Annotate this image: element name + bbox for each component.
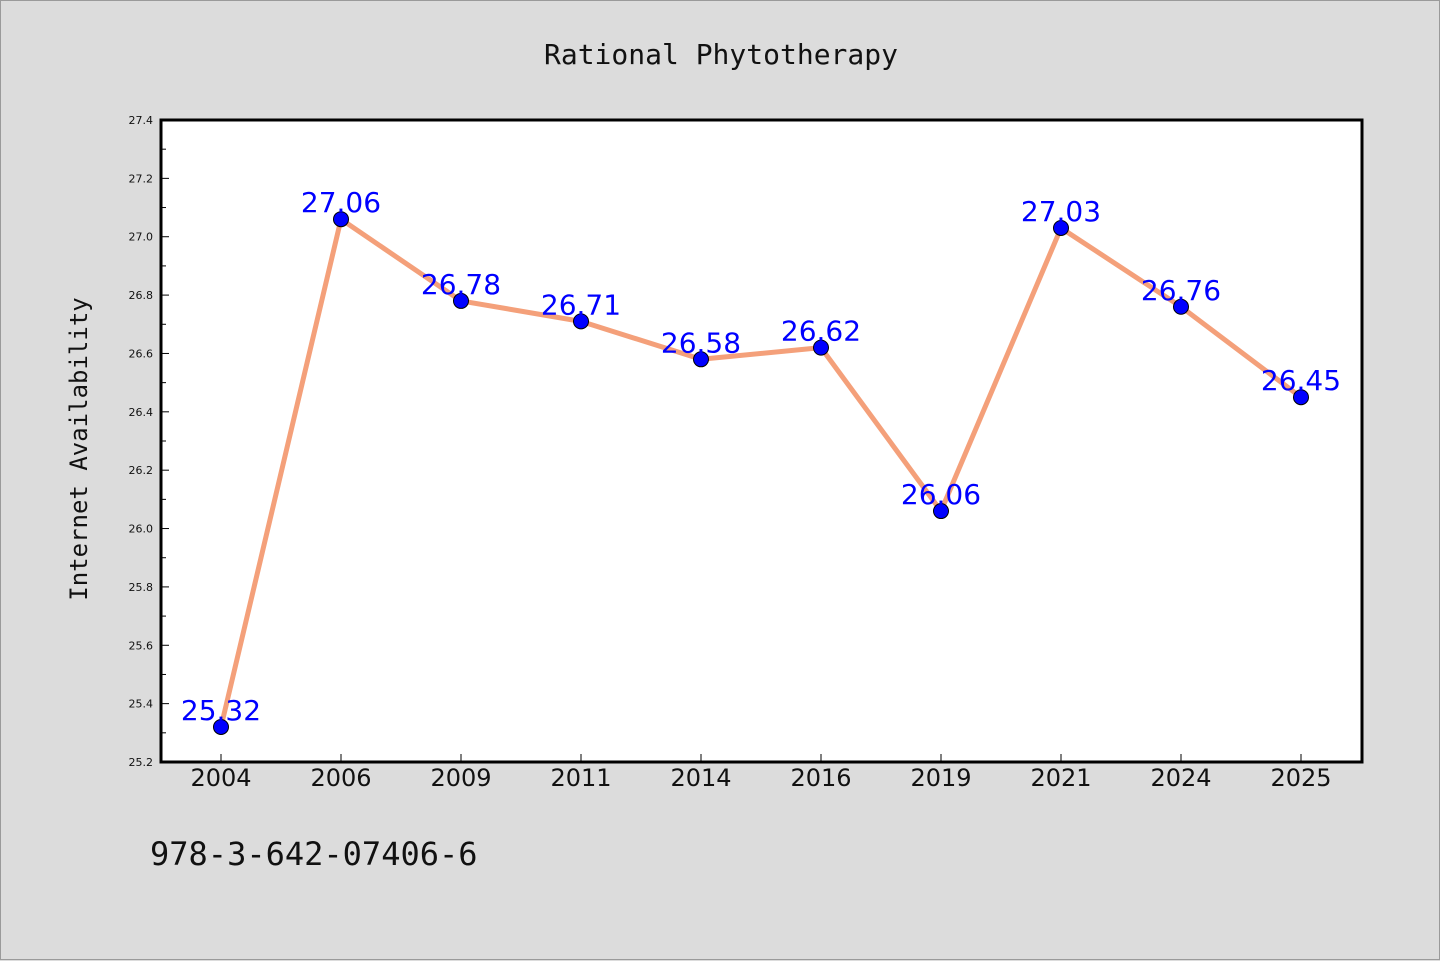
data-label: 26.45 bbox=[1261, 364, 1341, 397]
data-point bbox=[933, 503, 949, 520]
data-label: 27.06 bbox=[301, 186, 381, 219]
marker-group bbox=[213, 211, 1309, 735]
y-tick-label: 27.0 bbox=[129, 231, 154, 244]
footnote-isbn: 978-3-642-07406-6 bbox=[150, 835, 478, 873]
y-tick-label: 25.8 bbox=[129, 581, 154, 594]
data-label: 27.03 bbox=[1021, 195, 1101, 228]
data-label: 26.78 bbox=[421, 268, 501, 301]
data-point bbox=[1293, 389, 1309, 406]
x-tick-label: 2009 bbox=[430, 764, 491, 792]
data-point bbox=[213, 718, 229, 735]
y-tick-label: 26.0 bbox=[129, 523, 154, 536]
y-tick-label: 26.4 bbox=[129, 406, 154, 419]
data-point bbox=[1173, 298, 1189, 315]
x-tick-label: 2011 bbox=[550, 764, 611, 792]
data-point bbox=[573, 313, 589, 330]
plot-area bbox=[159, 118, 1364, 764]
x-tick-label: 2025 bbox=[1270, 764, 1331, 792]
x-tick-label: 2014 bbox=[670, 764, 731, 792]
x-tick-label: 2019 bbox=[910, 764, 971, 792]
data-label: 25.32 bbox=[181, 694, 261, 727]
data-label: 26.62 bbox=[781, 315, 861, 348]
y-tick-label: 25.4 bbox=[129, 698, 154, 711]
x-tick-label: 2024 bbox=[1150, 764, 1211, 792]
series-line-group bbox=[218, 216, 1304, 730]
x-axis: 2004 2006 2009 2011 2014 2016 2019 2021 2024 2025 bbox=[190, 754, 1332, 792]
x-tick-label: 2021 bbox=[1030, 764, 1091, 792]
y-tick-label: 26.6 bbox=[129, 347, 154, 360]
data-label-group: 25.32 27.06 26.78 26.71 26.58 26.62 26.06 27.03… bbox=[181, 186, 1341, 727]
x-tick-label: 2016 bbox=[790, 764, 851, 792]
data-point bbox=[1053, 219, 1069, 236]
chart-title: Rational Phytotherapy bbox=[544, 38, 898, 71]
y-tick-label: 27.2 bbox=[129, 172, 154, 185]
y-tick-label: 25.6 bbox=[129, 639, 154, 652]
series-line bbox=[218, 216, 1304, 730]
y-tick-label: 26.2 bbox=[129, 464, 154, 477]
y-tick-label: 25.2 bbox=[129, 756, 154, 769]
x-tick-label: 2004 bbox=[190, 764, 251, 792]
y-axis-label: Internet Availability bbox=[65, 297, 93, 600]
data-point bbox=[453, 292, 469, 309]
y-tick-label: 27.4 bbox=[129, 114, 154, 127]
y-axis: 25.2 25.4 25.6 25.8 26.0 26.2 26.4 26.6 26.8 27.0… bbox=[129, 114, 169, 769]
x-tick-label: 2006 bbox=[310, 764, 371, 792]
data-point bbox=[693, 351, 709, 368]
data-point bbox=[333, 211, 349, 228]
data-label: 26.58 bbox=[661, 326, 741, 359]
y-tick-label: 26.8 bbox=[129, 289, 154, 302]
data-label: 26.06 bbox=[901, 478, 981, 511]
data-label: 26.71 bbox=[541, 288, 621, 321]
data-point bbox=[813, 339, 829, 356]
data-label: 26.76 bbox=[1141, 274, 1221, 307]
